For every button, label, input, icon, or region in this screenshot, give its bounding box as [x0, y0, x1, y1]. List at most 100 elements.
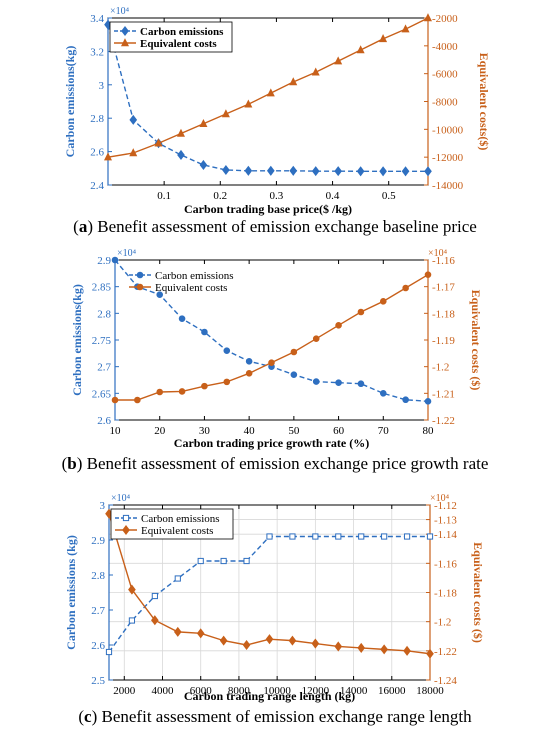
data-point [426, 533, 434, 540]
data-point [335, 533, 342, 540]
data-point [289, 77, 298, 86]
data-point [221, 109, 230, 118]
y-left-tick-label: 2.8 [90, 113, 104, 125]
x-tick-label: 6000 [190, 685, 213, 697]
y-left-tick-label: 2.9 [97, 255, 111, 267]
data-point [423, 13, 433, 22]
x-tick-label: 4000 [152, 685, 175, 697]
x-tick-label: 20 [154, 425, 166, 437]
x-tick-label: 0.5 [382, 190, 396, 202]
y-right-tick-label: -1.16 [434, 558, 457, 570]
data-point [334, 56, 343, 65]
data-point [356, 45, 365, 54]
y-right-tick-label: -1.21 [432, 388, 455, 400]
data-point [358, 533, 365, 540]
legend-marker [122, 514, 130, 522]
x-tick-label: 10000 [263, 685, 291, 697]
legend-box [109, 21, 233, 53]
y-right-tick-label: -1.18 [434, 588, 457, 600]
data-point [268, 359, 275, 366]
y-left-axis-label: Carbon emissions (kg) [64, 535, 78, 650]
caption-text: ) Benefit assessment of emission exchang… [92, 707, 473, 726]
y-left-tick-label: 3.2 [90, 46, 104, 58]
data-point [151, 615, 159, 626]
data-point [103, 152, 113, 161]
y-left-tick-label: 2.7 [91, 605, 105, 617]
y-right-axis-label: Equivalent costs ($) [471, 542, 485, 643]
x-tick-label: 60 [333, 425, 345, 437]
data-point [379, 34, 388, 43]
data-point [380, 644, 388, 655]
y-left-tick-label: 2.5 [91, 675, 105, 687]
chart-c: 2000 4000 6000 8000 10000 12000 14000 16000 1800… [64, 493, 485, 726]
y-left-tick-label: 2.6 [90, 147, 104, 159]
y-right-tick-label: -14000 [432, 180, 464, 192]
data-point [178, 315, 186, 322]
x-tick-label: 18000 [416, 685, 444, 697]
data-point [357, 380, 365, 388]
data-point [128, 617, 136, 624]
data-point [424, 398, 432, 405]
data-point [223, 378, 231, 386]
data-point [105, 648, 113, 656]
y-left-tick-label: 3 [99, 80, 105, 92]
data-point [403, 533, 411, 540]
data-point [174, 575, 181, 582]
data-point [201, 382, 208, 390]
legend-label: Carbon emissions [155, 270, 234, 282]
y-right-tick-label: -1.2 [434, 617, 451, 629]
series-equivalent-costs [103, 13, 433, 161]
data-point [266, 88, 275, 97]
series-carbon-emissions [105, 533, 434, 656]
data-point [379, 298, 387, 305]
caption-prefix: ( [73, 217, 79, 236]
data-point [334, 166, 343, 177]
y-right-tick-label: -4000 [432, 41, 458, 53]
x-tick-label: 2000 [113, 685, 136, 697]
y-right-tick-label: -1.19 [432, 335, 455, 347]
data-point [311, 166, 320, 177]
legend-marker [136, 283, 144, 291]
data-point [357, 642, 366, 653]
data-point [335, 379, 342, 386]
y-left-tick-label: 2.65 [92, 388, 112, 400]
data-point [381, 533, 388, 540]
y-right-tick-label: -1.22 [432, 415, 455, 427]
y-left-tick-label: 2.6 [91, 640, 105, 652]
data-point [199, 118, 208, 127]
caption-text: ) Benefit assessment of emission exchang… [87, 217, 476, 236]
legend-marker [122, 524, 130, 536]
data-point [402, 396, 409, 404]
legend-label: Equivalent costs [141, 525, 213, 537]
data-point [129, 114, 138, 125]
data-point [379, 166, 387, 177]
data-point [245, 370, 253, 377]
legend-marker [121, 25, 129, 37]
x-tick-label: 0.3 [270, 190, 284, 202]
legend-marker [136, 271, 144, 279]
figure-caption: (a) Benefit assessment of emission excha… [73, 217, 477, 236]
y-left-tick-label: 2.4 [90, 180, 104, 192]
legend-label: Carbon emissions [140, 26, 224, 38]
y-right-axis-label: Equivalent costs($) [477, 53, 491, 151]
data-point [201, 328, 208, 336]
x-tick-label: 0.4 [326, 190, 340, 202]
y-right-exponent: ×10⁴ [430, 493, 450, 504]
y-right-tick-label: -1.16 [432, 255, 455, 267]
y-right-tick-label: -1.18 [432, 308, 455, 320]
y-right-tick-label: -1.2 [432, 362, 449, 374]
figure-caption: (c) Benefit assessment of emission excha… [78, 707, 472, 726]
data-point [156, 291, 164, 298]
y-right-tick-label: -1.13 [434, 515, 457, 527]
y-left-tick-label: 2.6 [97, 415, 111, 427]
legend-label: Equivalent costs [140, 38, 217, 50]
data-point [334, 641, 343, 652]
y-left-exponent: ×10⁴ [110, 6, 130, 17]
x-axis-label: Carbon trading base price($ /kg) [184, 202, 352, 216]
data-point [244, 165, 253, 176]
legend-box [110, 508, 234, 540]
